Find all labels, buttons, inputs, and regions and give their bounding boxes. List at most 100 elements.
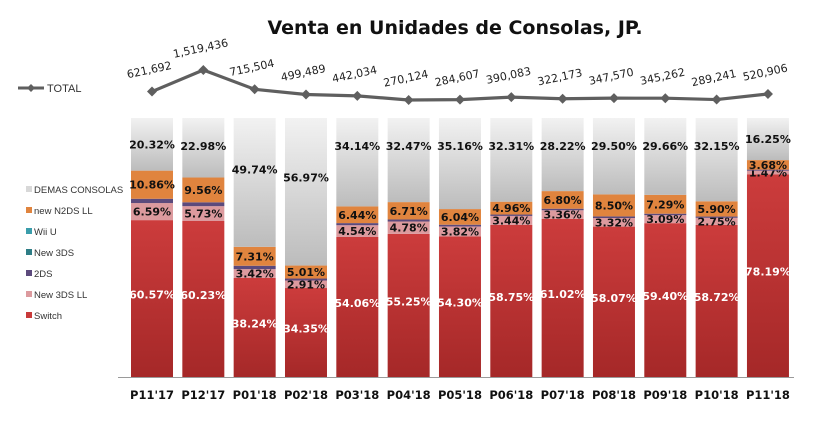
bar-segment-new-3ds-ll bbox=[336, 225, 379, 237]
segment-label: 58.72% bbox=[694, 291, 740, 304]
segment-label: 28.22% bbox=[540, 140, 586, 153]
bar-segment-switch bbox=[541, 218, 584, 377]
bar-stack: 54.30% 3.82%6.04% 35.16% bbox=[437, 118, 483, 377]
total-marker bbox=[711, 94, 722, 105]
bar-segment-switch bbox=[131, 220, 173, 377]
segment-label: 6.04% bbox=[441, 211, 479, 224]
segment-label: 58.75% bbox=[488, 291, 534, 304]
legend-label: DEMAS CONSOLAS bbox=[34, 185, 123, 196]
bar-segment-new-n2ds-ll bbox=[695, 201, 738, 217]
total-data-label: 270,124 bbox=[382, 67, 429, 89]
segment-label: 7.31% bbox=[236, 250, 274, 263]
x-tick-label: P04'18 bbox=[387, 388, 431, 402]
segment-label: 78.19% bbox=[745, 266, 791, 279]
segment-label: 3.44% bbox=[492, 214, 530, 227]
segment-label: 60.23% bbox=[180, 289, 226, 302]
segment-label: 29.50% bbox=[591, 140, 637, 153]
bar-segment-switch bbox=[644, 223, 687, 377]
segment-label: 9.56% bbox=[184, 184, 222, 197]
bar-segment-new-3ds-ll bbox=[233, 269, 276, 278]
segment-label: 6.59% bbox=[133, 206, 171, 219]
bar-segment-demas-consolas bbox=[131, 118, 173, 171]
x-tick-label: P03'18 bbox=[335, 388, 379, 402]
legend-label: 2DS bbox=[34, 269, 52, 280]
bar-segment-2ds bbox=[182, 202, 225, 207]
segment-label: 3.42% bbox=[236, 268, 274, 281]
total-marker bbox=[506, 92, 517, 103]
segment-label: 2.91% bbox=[287, 278, 325, 291]
bar-stack: 58.72% 2.75%5.90% 32.15% bbox=[694, 118, 740, 377]
bar-stack: 54.06% 4.54% 6.44% 34.14% bbox=[334, 118, 380, 377]
bar-segment-2ds bbox=[387, 219, 430, 222]
total-marker bbox=[403, 95, 414, 105]
bar-segment-new-3ds-ll bbox=[182, 206, 225, 222]
bar-segment-demas-consolas bbox=[592, 118, 635, 195]
segment-label: 60.57% bbox=[129, 289, 175, 302]
x-tick-labels: P11'17 P12'17 P01'18 P02'18 P03'18 P04'18 P05'… bbox=[130, 388, 790, 402]
bar-segment-new-n2ds-ll bbox=[592, 194, 635, 217]
bar-stack: 60.23% 5.73% 9.56% 22.98% bbox=[180, 118, 226, 377]
total-marker bbox=[608, 93, 619, 104]
total-marker bbox=[352, 90, 363, 101]
x-tick-label: P09'18 bbox=[643, 388, 687, 402]
total-marker bbox=[762, 88, 773, 99]
segment-label: 58.07% bbox=[591, 292, 637, 305]
segment-label: 54.30% bbox=[437, 297, 483, 310]
total-data-label: 499,489 bbox=[280, 62, 327, 84]
bar-segment-new-n2ds-ll bbox=[746, 160, 789, 170]
bar-segment-demas-consolas bbox=[644, 118, 687, 195]
bar-segment-new-n2ds-ll bbox=[644, 194, 687, 214]
segment-label: 8.50% bbox=[595, 199, 633, 212]
segment-label: 61.02% bbox=[540, 288, 586, 301]
segment-label: 4.96% bbox=[492, 202, 530, 215]
x-tick-label: P11'18 bbox=[746, 388, 790, 402]
bar-segment-switch bbox=[438, 236, 481, 377]
bar-segment-switch bbox=[746, 174, 789, 377]
bar-segment-2ds bbox=[284, 278, 327, 281]
segment-label: 3.32% bbox=[595, 216, 633, 229]
legend-swatch bbox=[26, 312, 32, 318]
total-data-label: 347,570 bbox=[588, 66, 635, 88]
bar-segment-demas-consolas bbox=[695, 118, 738, 202]
bar-segment-new-3ds-ll bbox=[284, 280, 327, 289]
bar-segment-new-n2ds-ll bbox=[438, 209, 481, 225]
legend-swatch bbox=[26, 228, 32, 234]
bar-segment-switch bbox=[284, 288, 327, 377]
legend-label: New 3DS LL bbox=[34, 290, 87, 301]
bar-stack: 34.35% 2.91%5.01% 56.97% bbox=[283, 118, 329, 377]
bar-segment-new-n2ds-ll bbox=[182, 177, 225, 203]
segment-label: 10.86% bbox=[129, 179, 175, 192]
bar-segment-new-n2ds-ll bbox=[233, 246, 276, 266]
bar-segment-2ds bbox=[746, 169, 789, 171]
bar-stack: 59.40% 3.09% 7.29% 29.66% bbox=[642, 118, 688, 377]
bar-segment-switch bbox=[233, 277, 276, 377]
bar-stack: 60.57% 6.59% 10.86% 20.32% bbox=[129, 118, 175, 377]
segment-label: 59.40% bbox=[642, 290, 688, 303]
segment-label: 3.68% bbox=[749, 159, 787, 172]
bar-segment-demas-consolas bbox=[541, 118, 584, 192]
x-tick-label: P12'17 bbox=[181, 388, 225, 402]
x-tick-label: P02'18 bbox=[284, 388, 328, 402]
segment-label: 32.31% bbox=[488, 140, 534, 153]
segment-label: 22.98% bbox=[180, 140, 226, 153]
bar-segment-switch bbox=[182, 221, 225, 377]
bar-stack: 58.07% 3.32% 8.50% 29.50% bbox=[591, 118, 637, 377]
total-marker bbox=[249, 84, 260, 95]
segment-label: 5.01% bbox=[287, 266, 325, 279]
segment-label: 6.44% bbox=[338, 209, 376, 222]
segment-label: 29.66% bbox=[642, 140, 688, 153]
total-data-label: 715,504 bbox=[228, 57, 275, 79]
segment-label: 5.73% bbox=[184, 208, 222, 221]
bar-segment-2ds bbox=[541, 208, 584, 211]
legend-label: Wii U bbox=[34, 227, 57, 238]
bar-segment-2ds bbox=[592, 216, 635, 218]
x-tick-label: P07'18 bbox=[541, 388, 585, 402]
total-data-label: 289,241 bbox=[690, 67, 737, 89]
segment-label: 32.15% bbox=[694, 140, 740, 153]
bar-segment-demas-consolas bbox=[746, 118, 789, 161]
total-marker bbox=[660, 93, 671, 104]
bar-segment-demas-consolas bbox=[438, 118, 481, 210]
bar-segment-new-3ds-ll bbox=[131, 203, 173, 221]
x-tick-label: P06'18 bbox=[489, 388, 533, 402]
bar-legend: DEMAS CONSOLAS new N2DS LL Wii U New 3DS 2DS… bbox=[26, 185, 123, 322]
